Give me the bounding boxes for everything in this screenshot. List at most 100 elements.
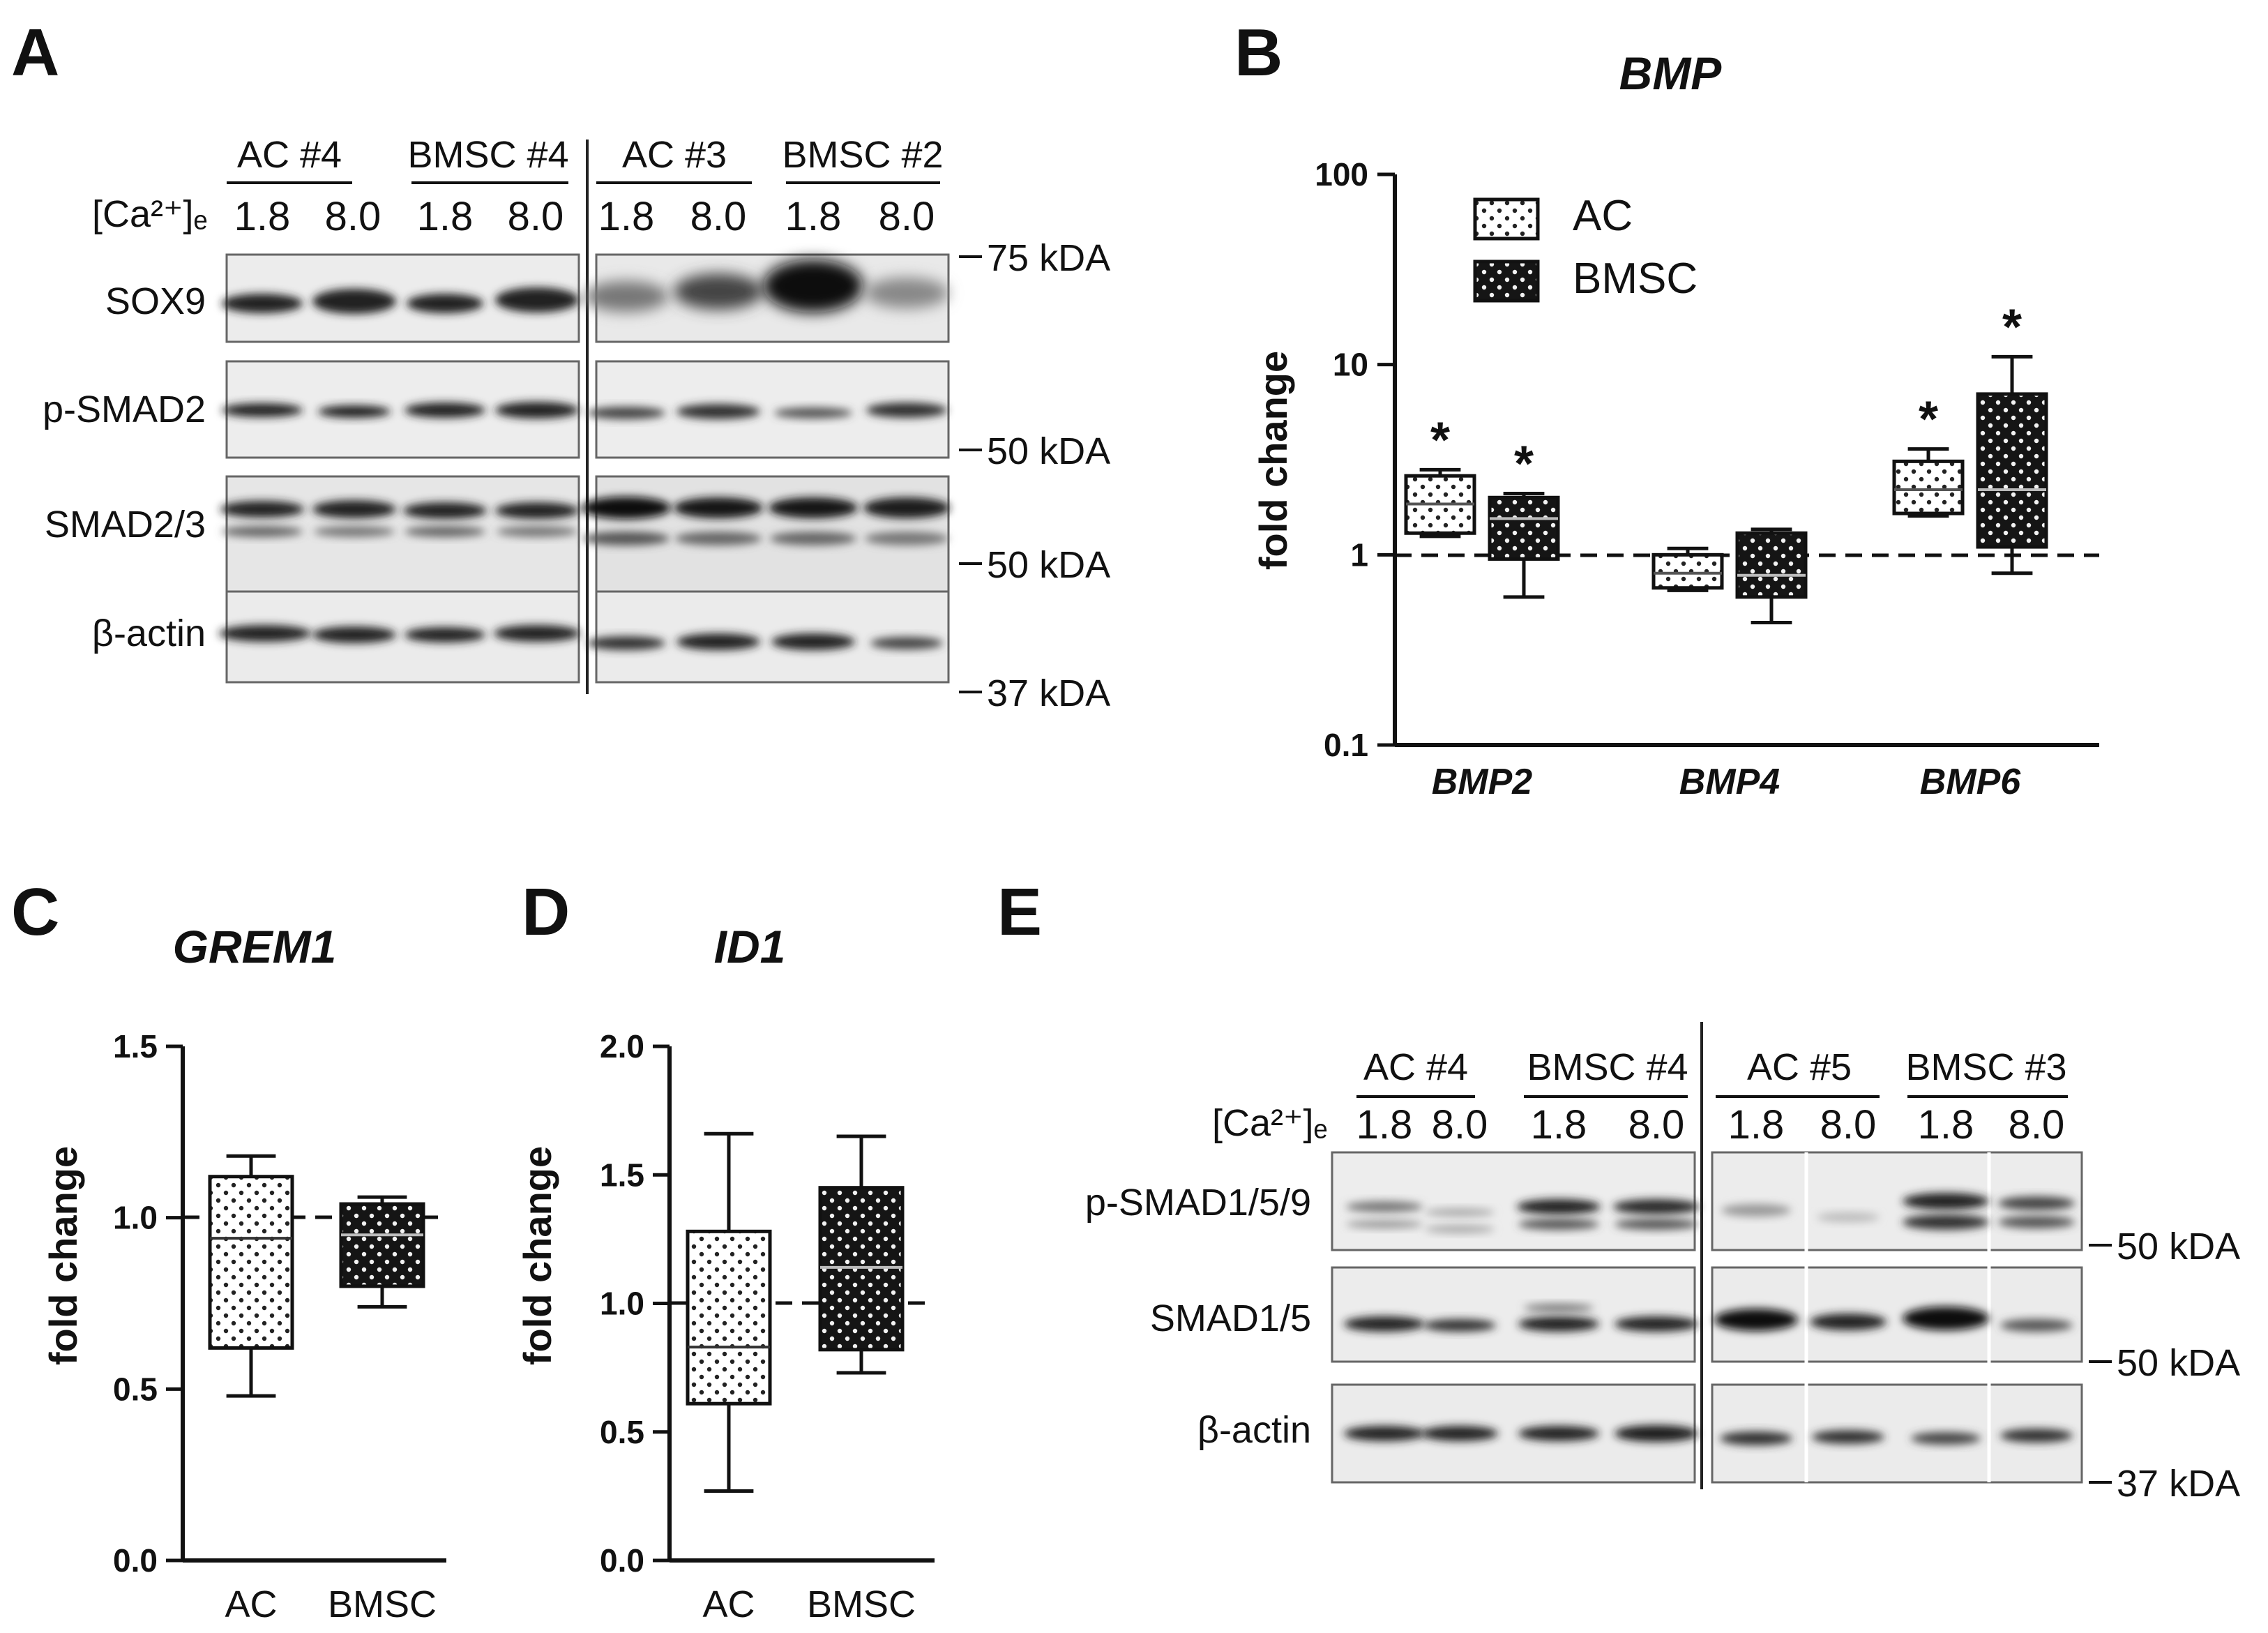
box-iqr — [1892, 459, 1965, 516]
blot-a-marker: 37 kDA — [987, 672, 1110, 714]
blot-a-marker: 50 kDA — [987, 430, 1110, 472]
blot-a-condition: 1.8 — [417, 194, 474, 239]
blot-e-condition: 1.8 — [1728, 1102, 1785, 1147]
chart-bmp-categories: BMP2 BMP4 BMP6 — [1432, 762, 2022, 802]
ytick-label: 1.5 — [600, 1157, 644, 1193]
panel-label-d: D — [522, 875, 570, 949]
box-plot — [818, 1134, 905, 1375]
blot-e-group: AC #4 — [1363, 1046, 1468, 1088]
ytick-label: 0.0 — [113, 1542, 158, 1579]
chart-grem1: GREM1 fold change 1.5 1.0 0.5 0.0 AC BMSC — [41, 921, 446, 1625]
chart-grem1-title: GREM1 — [173, 921, 337, 972]
blot-a-row-label: SMAD2/3 — [45, 504, 206, 545]
legend-swatch-bmsc — [1473, 259, 1540, 303]
blot-e-condition: 1.8 — [1356, 1102, 1413, 1147]
chart-id1-ylabel: fold change — [515, 1146, 559, 1365]
blot-a-condition: 1.8 — [785, 194, 842, 239]
box-plot — [1651, 546, 1724, 592]
box-iqr — [1651, 552, 1724, 590]
blot-strip — [595, 590, 950, 684]
blot-e-markers: 50 kDA 50 kDA 37 kDA — [2089, 1226, 2240, 1505]
blot-a-condition-label: [Ca²⁺]ₑ — [92, 193, 208, 235]
blot-e-group-headers: AC #4 BMSC #4 AC #5 BMSC #3 — [1356, 1046, 2068, 1098]
blot-e-condition: 1.8 — [1531, 1102, 1587, 1147]
box-iqr — [1488, 495, 1560, 561]
blot-a-group: BMSC #2 — [782, 134, 943, 176]
blot-e-row-label: β-actin — [1197, 1409, 1311, 1451]
chart-grem1-boxes — [208, 1154, 425, 1398]
blot-a-condition: 1.8 — [598, 194, 655, 239]
chart-grem1-yticks: 1.5 1.0 0.5 0.0 — [113, 1028, 183, 1579]
blot-e-group: AC #5 — [1747, 1046, 1852, 1088]
chart-bmp-title: BMP — [1619, 47, 1723, 99]
blot-a-marker: 50 kDA — [987, 544, 1110, 586]
blot-e-condition: 8.0 — [1820, 1102, 1877, 1147]
blot-a-right-strips — [595, 253, 950, 684]
chart-bmp-legend: AC BMSC — [1473, 192, 1698, 303]
ytick-label: 0.5 — [600, 1414, 644, 1450]
category-label: BMP2 — [1432, 762, 1533, 802]
blot-e-row-label: p-SMAD1/5/9 — [1085, 1182, 1311, 1224]
chart-id1-boxes — [686, 1131, 905, 1493]
blot-a-condition: 1.8 — [234, 194, 291, 239]
box-iqr — [686, 1229, 772, 1406]
significance-star: * — [1919, 392, 1938, 448]
blot-a-group: BMSC #4 — [407, 134, 568, 176]
chart-id1: ID1 fold change 2.0 1.5 1.0 0.5 0.0 AC BMSC — [515, 921, 935, 1625]
ytick-label: 1 — [1350, 536, 1368, 573]
legend-swatch-ac — [1473, 197, 1540, 241]
blot-e-marker: 37 kDA — [2117, 1463, 2240, 1505]
chart-bmp: BMP fold change 100 10 1 0.1 BMP2 BMP4 BMP6 *… — [1251, 47, 2099, 802]
box-plot — [686, 1131, 772, 1493]
chart-id1-title: ID1 — [714, 921, 786, 972]
ytick-label: 1.0 — [600, 1286, 644, 1322]
ytick-label: 1.0 — [113, 1200, 158, 1236]
chart-bmp-yticks: 100 10 1 0.1 — [1315, 156, 1395, 763]
blot-e-marker: 50 kDA — [2117, 1342, 2240, 1384]
blot-e: AC #4 BMSC #4 AC #5 BMSC #3 [Ca²⁺]ₑ 1.8 … — [1085, 1022, 2240, 1505]
blot-e-bands-smad15 — [1344, 1304, 2073, 1332]
box-plot — [1976, 354, 2048, 575]
blot-e-bands-psmad159 — [1346, 1193, 2075, 1233]
box-iqr — [1976, 392, 2048, 549]
chart-grem1-categories: AC BMSC — [225, 1583, 437, 1625]
box-iqr — [208, 1175, 294, 1350]
blot-e-condition: 8.0 — [2009, 1102, 2065, 1147]
ytick-label: 10 — [1333, 347, 1368, 383]
blot-e-condition: 8.0 — [1432, 1102, 1488, 1147]
blot-a-row-label: SOX9 — [105, 280, 206, 322]
blot-e-bands-actin — [1344, 1425, 2073, 1445]
ytick-label: 100 — [1315, 156, 1368, 193]
blot-e-marker: 50 kDA — [2117, 1226, 2240, 1267]
blot-a-group: AC #3 — [622, 134, 727, 176]
category-label: BMP6 — [1920, 762, 2022, 802]
blot-a-conditions: 1.8 8.0 1.8 8.0 1.8 8.0 1.8 8.0 — [234, 194, 935, 239]
blot-a-condition: 8.0 — [879, 194, 935, 239]
blot-a-bands-actin — [219, 625, 943, 650]
ytick-label: 0.5 — [113, 1371, 158, 1407]
blot-e-condition: 8.0 — [1628, 1102, 1685, 1147]
significance-star: * — [1430, 412, 1450, 468]
blot-strip — [1331, 1266, 1696, 1363]
box-plot — [339, 1195, 425, 1309]
blot-a-row-label: β-actin — [92, 612, 206, 654]
ytick-label: 0.0 — [600, 1542, 644, 1579]
blot-e-condition: 1.8 — [1918, 1102, 1974, 1147]
blot-a-bands-sox9 — [222, 259, 948, 314]
chart-id1-categories: AC BMSC — [702, 1583, 916, 1625]
blot-e-left-strips — [1331, 1151, 1696, 1484]
box-plot — [1488, 491, 1560, 599]
blot-e-group: BMSC #3 — [1905, 1046, 2066, 1088]
blot-a-condition: 8.0 — [325, 194, 381, 239]
blot-a-bands-smad23 — [220, 497, 950, 545]
box-plot — [1404, 467, 1476, 539]
panel-label-e: E — [997, 875, 1042, 949]
chart-id1-yticks: 2.0 1.5 1.0 0.5 0.0 — [600, 1028, 670, 1579]
blot-a-condition: 8.0 — [508, 194, 564, 239]
significance-star: * — [2002, 299, 2022, 355]
box-plot — [1892, 447, 1965, 518]
blot-a-group-headers: AC #4 BMSC #4 AC #3 BMSC #2 — [227, 134, 944, 184]
legend-label-ac: AC — [1573, 192, 1633, 240]
box-plot — [1735, 527, 1808, 625]
